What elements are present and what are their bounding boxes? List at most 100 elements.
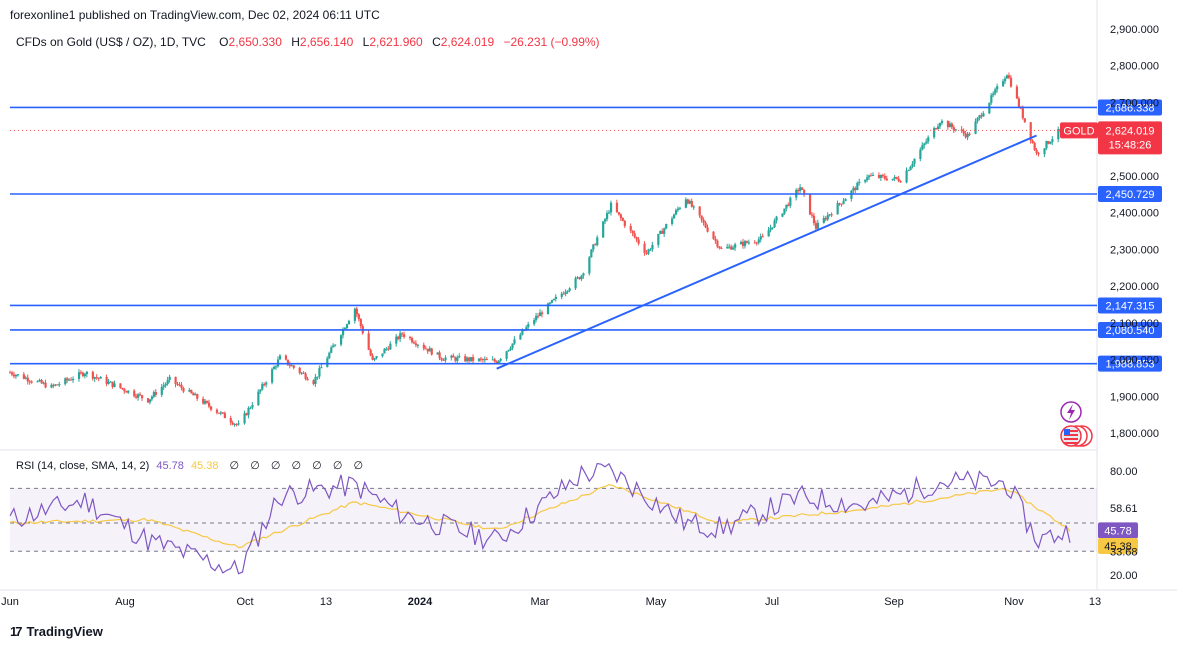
- time-tick-label: Oct: [236, 596, 253, 608]
- rsi-sma-badge: [1098, 538, 1138, 555]
- candle-body: [12, 374, 16, 377]
- candle-body: [704, 222, 707, 228]
- candle-body: [994, 89, 997, 94]
- candle-body: [454, 357, 457, 361]
- candle-body: [864, 179, 867, 182]
- candle-body: [966, 133, 969, 138]
- level-label-badge: [1098, 99, 1162, 116]
- candle-body: [219, 412, 223, 414]
- candle-body: [146, 398, 150, 403]
- rsi-legend-sma-value: 45.38: [190, 460, 219, 472]
- symbol-tag-badge: [1060, 122, 1098, 139]
- candle-body: [739, 241, 743, 245]
- rsi-value-badge: [1098, 522, 1138, 539]
- candle-body: [629, 225, 632, 231]
- candle-body: [306, 378, 309, 381]
- time-tick-label: Nov: [1004, 596, 1024, 608]
- candle-body: [540, 312, 544, 315]
- candle-body: [594, 244, 597, 246]
- candle-body: [54, 384, 57, 386]
- candle-body: [430, 348, 433, 355]
- candle-body: [810, 214, 814, 216]
- candle-body: [560, 293, 563, 297]
- candle-body: [712, 231, 715, 239]
- candle-body: [217, 412, 221, 414]
- candle-body: [340, 335, 343, 345]
- candle-body: [637, 239, 640, 244]
- candle-body: [1005, 75, 1009, 79]
- candle-body: [371, 355, 374, 360]
- open-value: 2,650.330: [228, 35, 282, 49]
- candle-body: [168, 376, 171, 380]
- candle-body: [982, 113, 985, 117]
- level-label: 1,988.853: [1106, 359, 1155, 371]
- candle-body: [42, 382, 45, 384]
- candle-body: [334, 344, 337, 346]
- candle-body: [537, 315, 540, 317]
- close-value: 2,624.019: [440, 35, 495, 49]
- tradingview-logo[interactable]: 17 TradingView: [10, 624, 103, 639]
- rsi-axis-label: 80.00: [1110, 466, 1138, 478]
- close-label: C: [432, 35, 441, 49]
- candle-body: [481, 359, 485, 361]
- candle-body: [470, 357, 473, 362]
- candle-body: [692, 206, 695, 208]
- price-tick-label: 2,800.000: [1110, 61, 1159, 73]
- candle-body: [923, 143, 926, 146]
- candle-body: [753, 242, 756, 244]
- candle-body: [422, 344, 425, 349]
- candle-body: [410, 338, 414, 343]
- candle-body: [176, 384, 179, 386]
- candle-body: [286, 359, 290, 365]
- candle-body: [828, 214, 831, 216]
- candle-body: [1031, 140, 1034, 143]
- candle-body: [150, 396, 154, 400]
- candle-body: [732, 247, 735, 250]
- level-label: 2,080.540: [1106, 325, 1155, 337]
- candle-body: [822, 217, 825, 223]
- candle-body: [414, 343, 418, 346]
- candle-body: [690, 200, 693, 207]
- candle-body: [602, 221, 605, 238]
- rsi-axis-label: 45.38: [1104, 541, 1132, 553]
- time-tick-label: Jul: [765, 596, 779, 608]
- candle-body: [477, 358, 481, 361]
- candle-body: [513, 339, 516, 344]
- trendline[interactable]: [496, 134, 1037, 370]
- na-placeholder: ∅: [229, 460, 240, 472]
- candle-body: [36, 381, 39, 383]
- na-placeholder: ∅: [332, 460, 343, 472]
- candle-body: [456, 357, 459, 361]
- low-label: L: [362, 35, 370, 49]
- price-tick-label: 2,400.000: [1110, 208, 1159, 220]
- candle-body: [844, 198, 847, 202]
- time-tick-label: 2024: [408, 596, 433, 608]
- candle-body: [320, 367, 323, 369]
- candle-body: [1051, 139, 1054, 142]
- candle-body: [548, 302, 552, 304]
- candle-body: [761, 236, 764, 238]
- candle-body: [550, 300, 554, 303]
- lightning-icon[interactable]: [1060, 401, 1082, 423]
- candle-body: [28, 381, 31, 383]
- candle-body: [412, 342, 416, 344]
- symbol-info[interactable]: CFDs on Gold (US$ / OZ), 1D, TVC: [16, 35, 206, 49]
- candle-body: [472, 357, 475, 361]
- candle-body: [274, 366, 278, 368]
- rsi-legend-label[interactable]: RSI (14, close, SMA, 14, 2): [16, 460, 150, 472]
- candle-body: [905, 170, 908, 183]
- us-flag-events-icon[interactable]: [1060, 425, 1093, 447]
- time-tick-label: 13: [320, 596, 332, 608]
- rsi-axis-label: 20.00: [1110, 570, 1138, 582]
- rsi-legend-value: 45.78: [156, 460, 184, 472]
- candle-body: [403, 334, 406, 337]
- candle-body: [450, 355, 453, 358]
- candle-body: [107, 381, 110, 384]
- candle-body: [718, 246, 721, 248]
- candle-body: [355, 308, 358, 315]
- candle-body: [300, 372, 303, 374]
- candle-body: [596, 237, 599, 246]
- candle-body: [83, 374, 87, 377]
